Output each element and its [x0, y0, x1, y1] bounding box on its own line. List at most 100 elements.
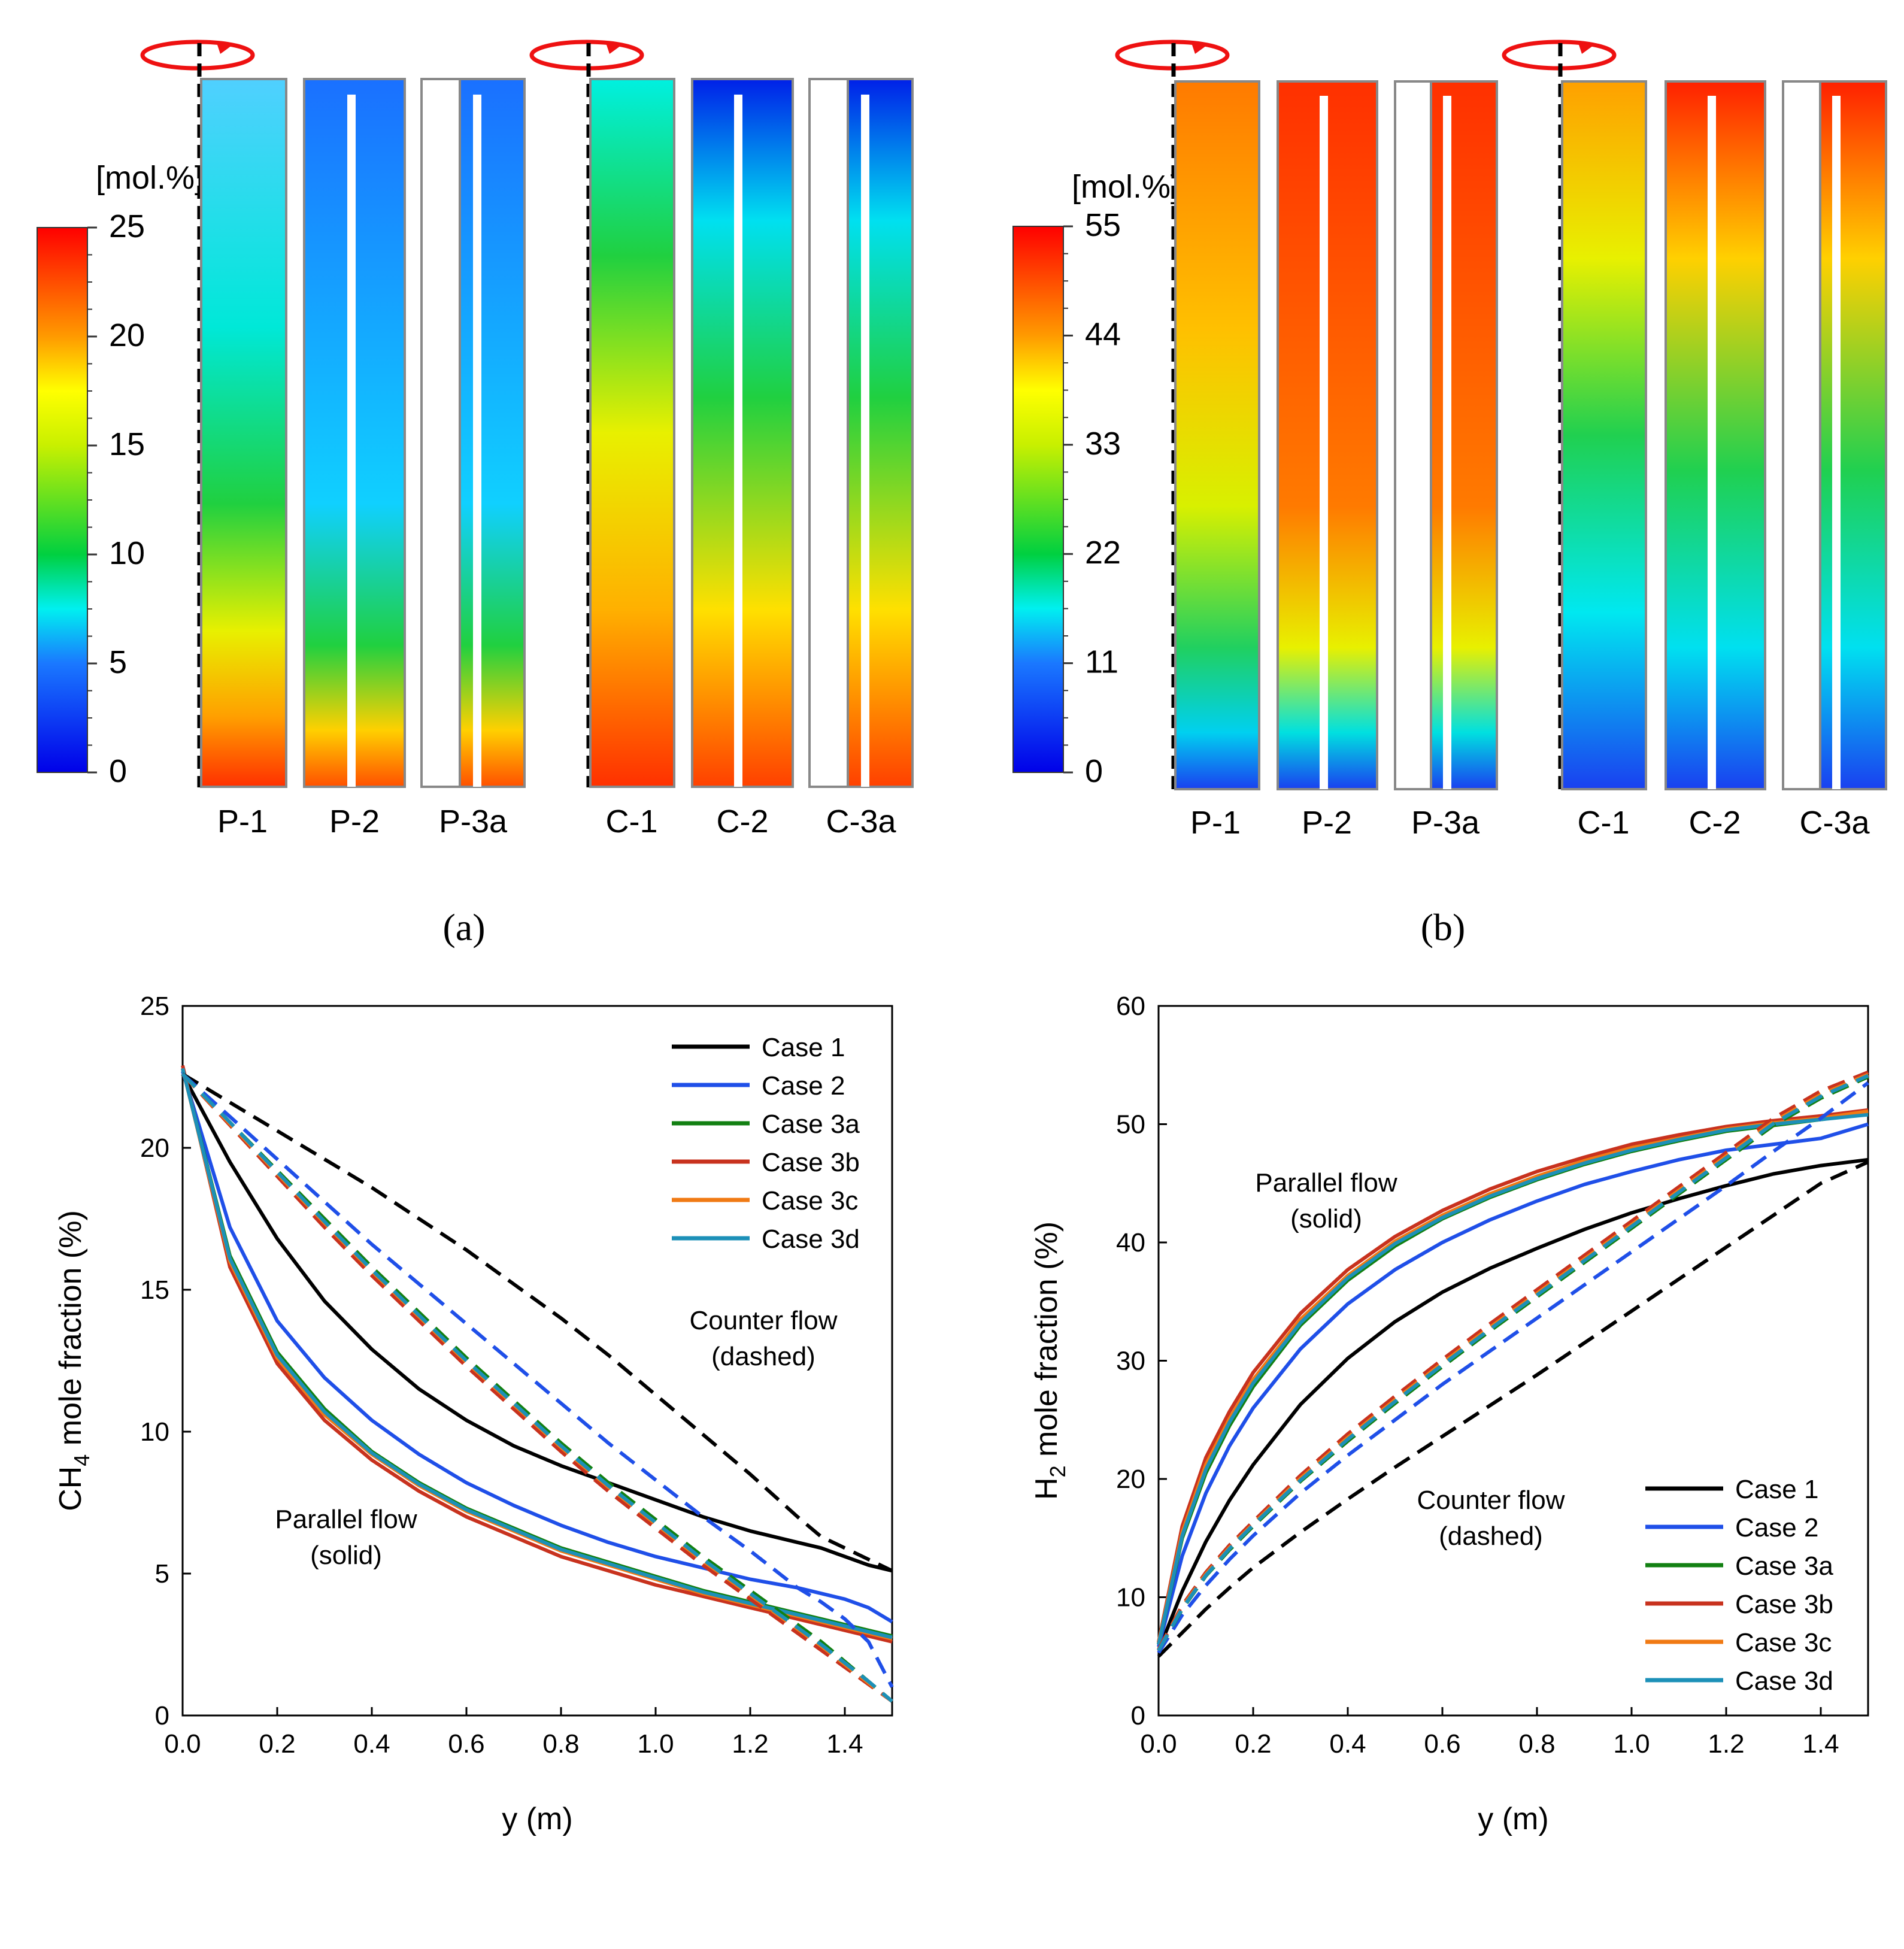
- membrane: [1443, 96, 1451, 789]
- case-label: P-2: [329, 804, 380, 839]
- colorbar-tick-label: 11: [1085, 644, 1118, 680]
- y-axis-title-main: H: [1029, 1477, 1064, 1500]
- case-label: P-3a: [439, 804, 508, 839]
- series-line-case-1-dashed: [1157, 1160, 1869, 1658]
- contour-p3a-shell: [420, 78, 461, 788]
- contour-c3a-shell: [808, 78, 849, 788]
- contour-c3a-shell: [1782, 80, 1821, 790]
- membrane: [1320, 96, 1328, 789]
- case-label: C-1: [1577, 805, 1629, 841]
- y-tick-label: 25: [140, 992, 169, 1021]
- series-line-case-2-solid: [181, 1071, 893, 1624]
- annotation: Parallel flow: [275, 1505, 417, 1534]
- membrane: [1708, 96, 1716, 789]
- case-label: C-3a: [1799, 805, 1870, 841]
- y-tick-label: 40: [1116, 1228, 1145, 1257]
- legend: Case 1 Case 2 Case 3a Case 3b Case 3c Case 3d: [1645, 1475, 1833, 1696]
- case-label: P-2: [1302, 805, 1352, 841]
- legend-label: Case 3c: [762, 1186, 858, 1216]
- case-label: C-2: [1688, 805, 1741, 841]
- chart-d: 0.0 0.2 0.4 0.6 0.8 1.0 1.2 1.4 0 10 20 30 40 50 60 y (…: [1029, 992, 1869, 1949]
- x-tick-label: 0.8: [542, 1729, 579, 1759]
- legend-label: Case 3d: [1735, 1666, 1833, 1696]
- contour-p3a: [1430, 80, 1498, 790]
- contour-c3a: [847, 78, 914, 788]
- y-axis-title-sub: 4: [69, 1454, 94, 1466]
- legend-label: Case 3c: [1735, 1628, 1832, 1657]
- colorbar-tick-label: 55: [1085, 207, 1121, 243]
- x-tick-label: 0.2: [259, 1729, 295, 1759]
- membrane: [1832, 96, 1841, 789]
- x-axis-title: y (m): [502, 1802, 572, 1836]
- y-axis-title: CH4 mole fraction (%): [53, 1210, 94, 1511]
- x-tick-label: 0.4: [353, 1729, 390, 1759]
- x-tick-label: 0.6: [448, 1729, 484, 1759]
- y-tick-label: 0: [1131, 1701, 1145, 1730]
- x-tick-label: 1.0: [637, 1729, 674, 1759]
- colorbar-tick-label: 44: [1085, 316, 1121, 352]
- colorbar-b-title: [mol.%]: [1072, 169, 1180, 205]
- legend-label: Case 3b: [1735, 1590, 1833, 1619]
- series-line-case-3d-dashed: [181, 1072, 893, 1703]
- y-tick-label: 10: [140, 1417, 169, 1447]
- colorbar-a: 0 5 10 15 20 25: [37, 208, 145, 789]
- y-tick-label: 5: [155, 1559, 169, 1589]
- y-tick-label: 60: [1116, 992, 1145, 1021]
- series-line-case-2-solid: [1157, 1122, 1869, 1648]
- contour-p3a-shell: [1394, 80, 1432, 790]
- legend-label: Case 3a: [1735, 1551, 1833, 1581]
- series-line-case-1-solid: [1157, 1157, 1869, 1651]
- membrane: [473, 95, 481, 787]
- colorbar-tick-label: 15: [109, 426, 145, 462]
- case-label: C-3a: [826, 804, 896, 839]
- contour-c1: [589, 78, 675, 788]
- case-label: C-1: [605, 804, 657, 839]
- x-tick-label: 1.4: [826, 1729, 863, 1759]
- colorbar-tick-label: 10: [109, 535, 145, 571]
- y-axis-title-rest: mole fraction (%): [1029, 1221, 1064, 1465]
- x-tick-label: 0.2: [1235, 1729, 1271, 1759]
- series-line-case-2-dashed: [181, 1072, 894, 1688]
- y-tick-label: 20: [140, 1133, 169, 1163]
- panel-label-c: (c): [516, 1945, 559, 1949]
- x-tick-label: 1.2: [1708, 1729, 1744, 1759]
- x-tick-label: 1.2: [732, 1729, 768, 1759]
- x-tick-label: 0.0: [164, 1729, 201, 1759]
- series-line-case-1-dashed: [181, 1072, 893, 1573]
- legend-label: Case 2: [1735, 1513, 1818, 1542]
- x-tick-label: 0.4: [1329, 1729, 1366, 1759]
- colorbar-b: 0 11 22 33 44 55: [1012, 207, 1121, 789]
- y-tick-label: 20: [1116, 1465, 1145, 1494]
- series-line-case-3d-solid: [1157, 1113, 1869, 1645]
- case-label: P-3a: [1411, 805, 1480, 841]
- colorbar-a-title: [mol.%]: [96, 160, 204, 196]
- x-tick-label: 1.0: [1613, 1729, 1650, 1759]
- y-tick-label: 15: [140, 1275, 169, 1305]
- y-tick-label: 10: [1116, 1583, 1145, 1612]
- panel-label-a: (a): [442, 906, 485, 948]
- colorbar-tick-label: 22: [1085, 535, 1121, 571]
- series-line-case-3b-dashed: [181, 1072, 893, 1703]
- x-tick-label: 0.6: [1424, 1729, 1460, 1759]
- legend-label: Case 3b: [762, 1148, 860, 1177]
- contour-p1: [200, 78, 287, 788]
- legend: Case 1 Case 2 Case 3a Case 3b Case 3c Case 3d: [672, 1033, 860, 1254]
- series-line-case-3d-solid: [181, 1068, 893, 1639]
- legend-label: Case 1: [762, 1033, 845, 1062]
- panel-a: [mol.%] 0 5 10 15 20 25: [37, 40, 914, 948]
- colorbar-tick-label: 0: [1085, 753, 1103, 789]
- annotation: Parallel flow: [1255, 1168, 1397, 1198]
- panel-b: [mol.%] 0 11 22 33 44 55 P-1 P-2 P-3a C-1: [1012, 40, 1887, 948]
- colorbar-tick-label: 25: [109, 208, 145, 244]
- case-label: P-1: [217, 804, 268, 839]
- panel-label-d: (d): [1491, 1945, 1536, 1949]
- panel-label-b: (b): [1421, 906, 1466, 948]
- annotation: (solid): [1290, 1204, 1362, 1233]
- contour-p3a: [459, 78, 526, 788]
- x-tick-label: 0.0: [1140, 1729, 1177, 1759]
- legend-label: Case 2: [762, 1071, 845, 1101]
- y-axis-title-rest: mole fraction (%): [53, 1210, 88, 1454]
- colorbar-tick-label: 5: [109, 644, 127, 680]
- x-tick-label: 1.4: [1802, 1729, 1839, 1759]
- legend-label: Case 3a: [762, 1110, 860, 1139]
